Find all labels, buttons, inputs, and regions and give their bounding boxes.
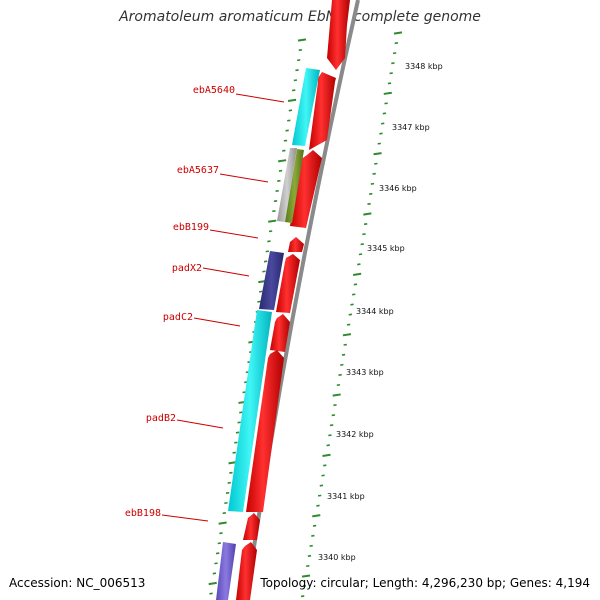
kbp-label-3346: 3346 kbp bbox=[379, 184, 417, 193]
gene-label-padB2[interactable]: padB2 bbox=[146, 413, 176, 424]
feature-track bbox=[216, 68, 320, 600]
inner-ruler bbox=[208, 38, 307, 595]
map-title: Aromatoleum aromaticum EbN1, complete ge… bbox=[119, 9, 481, 25]
outer-ruler-tick bbox=[383, 91, 392, 95]
outer-ruler-tick bbox=[373, 152, 382, 156]
outer-ruler bbox=[300, 31, 403, 598]
gene-label-padC2[interactable]: padC2 bbox=[163, 312, 193, 323]
cds-arrow[interactable] bbox=[246, 350, 284, 512]
olive-feature[interactable] bbox=[285, 149, 304, 223]
cds-track bbox=[236, 0, 350, 600]
kbp-label-3344: 3344 kbp bbox=[356, 307, 394, 316]
inner-ruler-tick bbox=[218, 521, 227, 525]
cds-arrow[interactable] bbox=[236, 542, 257, 600]
inner-ruler-tick bbox=[268, 219, 277, 223]
outer-ruler-tick bbox=[322, 453, 331, 457]
cds-arrow[interactable] bbox=[290, 150, 322, 228]
kbp-label-3347: 3347 kbp bbox=[392, 123, 430, 132]
cds-arrow[interactable] bbox=[243, 513, 260, 540]
cds-arrow[interactable] bbox=[270, 314, 290, 352]
kbp-label-3341: 3341 kbp bbox=[327, 492, 365, 501]
outer-ruler-tick bbox=[301, 574, 311, 578]
inner-ruler-tick bbox=[278, 159, 287, 163]
cds-arrow[interactable] bbox=[276, 254, 300, 313]
kbp-label-3340: 3340 kbp bbox=[318, 553, 356, 562]
cds-arrow[interactable] bbox=[288, 237, 304, 252]
inner-ruler-tick bbox=[287, 98, 297, 102]
purple-feature[interactable] bbox=[216, 542, 236, 600]
gene-label-ebA5637[interactable]: ebA5637 bbox=[177, 165, 219, 176]
grey-feature[interactable] bbox=[277, 148, 297, 222]
inner-ruler-tick bbox=[208, 581, 217, 586]
accession-text: Accession: NC_006513 bbox=[9, 576, 146, 590]
topology-text: Topology: circular; Length: 4,296,230 bp… bbox=[260, 576, 590, 590]
gene-labels: ebA5640 ebA5637 ebB199 padX2 padC2 padB2… bbox=[125, 85, 285, 522]
gene-label-ebB198[interactable]: ebB198 bbox=[125, 508, 161, 519]
outer-ruler-tick bbox=[363, 212, 372, 216]
inner-ruler-tick bbox=[297, 38, 307, 42]
cds-arrow[interactable] bbox=[309, 72, 336, 150]
kbp-labels: 3348 kbp 3347 kbp 3346 kbp 3345 kbp 3344… bbox=[318, 62, 443, 562]
cyan-feature[interactable] bbox=[228, 310, 272, 512]
kbp-label-3348: 3348 kbp bbox=[405, 62, 443, 71]
outer-ruler-tick bbox=[342, 333, 352, 337]
gene-label-ebA5640[interactable]: ebA5640 bbox=[193, 85, 235, 96]
outer-ruler-tick bbox=[332, 393, 341, 397]
outer-ruler-tick bbox=[352, 272, 362, 276]
gene-label-padX2[interactable]: padX2 bbox=[172, 263, 202, 274]
cds-arrow[interactable] bbox=[327, 0, 350, 70]
navy-feature[interactable] bbox=[259, 251, 284, 310]
outer-ruler-tick bbox=[393, 31, 403, 35]
cyan-feature[interactable] bbox=[292, 68, 320, 146]
kbp-label-3345: 3345 kbp bbox=[367, 244, 405, 253]
kbp-label-3343: 3343 kbp bbox=[346, 368, 384, 377]
gene-label-ebB199[interactable]: ebB199 bbox=[173, 222, 209, 233]
kbp-label-3342: 3342 kbp bbox=[336, 430, 374, 439]
genome-backbone bbox=[244, 0, 360, 600]
outer-ruler-tick bbox=[312, 514, 321, 518]
